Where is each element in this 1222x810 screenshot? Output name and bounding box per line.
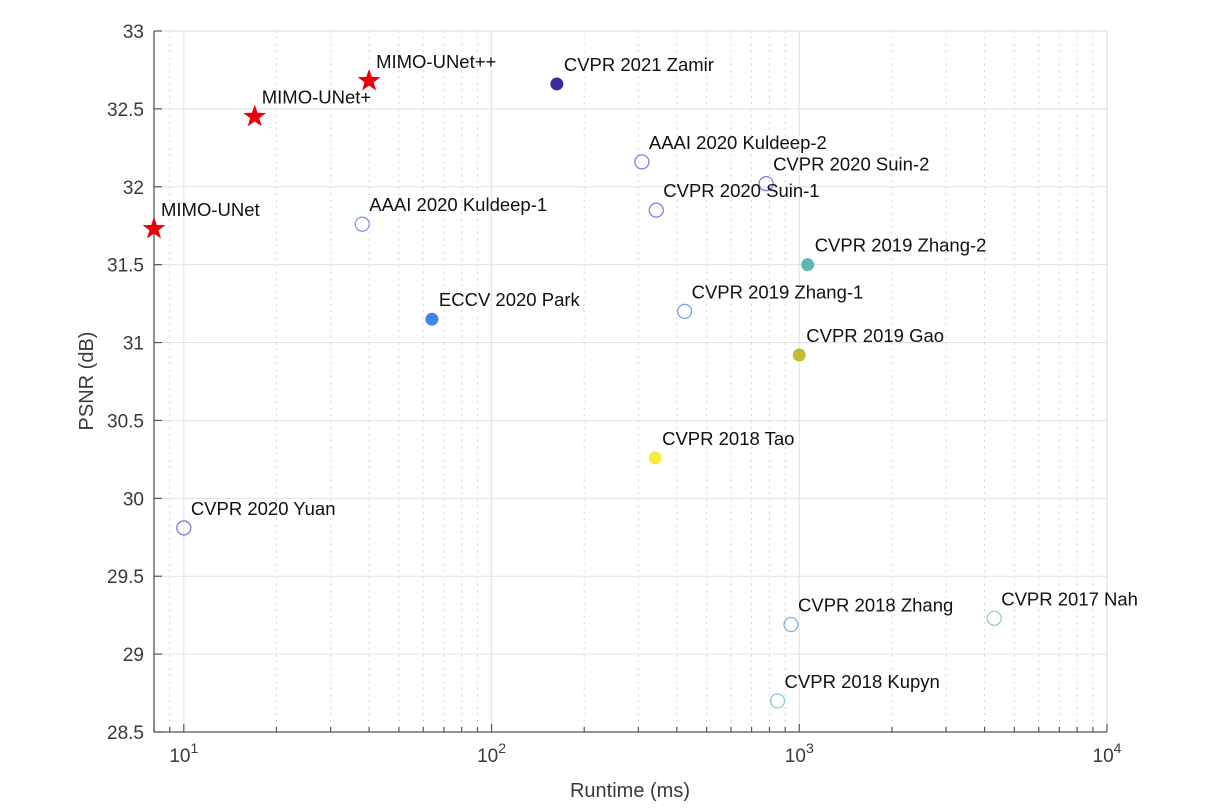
- point-label-mimo-unet: MIMO-UNet++: [376, 51, 496, 72]
- star-marker-mimo-unet: [357, 68, 381, 91]
- y-tick-label: 29: [123, 645, 144, 666]
- y-axis-title: PSNR (dB): [76, 332, 98, 431]
- filled-marker-cvpr-2019-zhang-2: [801, 258, 815, 272]
- open-marker-aaai-2020-kuldeep-2: [634, 154, 650, 170]
- x-tick-exponent: 3: [806, 740, 814, 756]
- filled-marker-eccv-2020-park: [425, 312, 439, 326]
- point-label-cvpr-2018-kupyn: CVPR 2018 Kupyn: [785, 671, 940, 692]
- x-tick-label: 103: [785, 740, 814, 767]
- filled-marker-cvpr-2018-tao: [648, 451, 662, 465]
- y-tick-label: 31.5: [107, 256, 144, 277]
- star-marker-mimo-unet: [243, 104, 267, 127]
- open-marker-aaai-2020-kuldeep-1: [354, 216, 370, 232]
- point-label-aaai-2020-kuldeep-1: AAAI 2020 Kuldeep-1: [369, 194, 547, 215]
- point-label-cvpr-2021-zamir: CVPR 2021 Zamir: [564, 54, 714, 75]
- point-label-cvpr-2018-tao: CVPR 2018 Tao: [662, 428, 794, 449]
- point-label-cvpr-2020-suin-2: CVPR 2020 Suin-2: [773, 154, 929, 175]
- x-tick-base: 10: [169, 746, 190, 767]
- y-tick-label: 30.5: [107, 411, 144, 432]
- point-label-eccv-2020-park: ECCV 2020 Park: [439, 289, 581, 310]
- y-tick-label: 28.5: [107, 723, 144, 744]
- x-axis-title: Runtime (ms): [570, 780, 690, 802]
- x-tick-base: 10: [477, 746, 498, 767]
- x-tick-base: 10: [1093, 746, 1114, 767]
- open-marker-cvpr-2019-zhang-1: [676, 303, 693, 320]
- point-label-cvpr-2019-zhang-1: CVPR 2019 Zhang-1: [692, 281, 864, 302]
- y-tick-label: 31: [123, 334, 144, 355]
- filled-marker-cvpr-2019-gao: [792, 348, 806, 362]
- open-marker-cvpr-2020-yuan: [176, 520, 192, 536]
- open-marker-cvpr-2020-suin-2: [758, 176, 774, 192]
- star-marker-mimo-unet: [142, 216, 166, 239]
- point-label-aaai-2020-kuldeep-2: AAAI 2020 Kuldeep-2: [649, 132, 827, 153]
- open-marker-cvpr-2018-kupyn: [769, 693, 786, 709]
- filled-marker-cvpr-2021-zamir: [550, 77, 564, 91]
- data-points: [142, 68, 1002, 709]
- point-label-cvpr-2018-zhang: CVPR 2018 Zhang: [798, 595, 953, 616]
- point-label-cvpr-2017-nah: CVPR 2017 Nah: [1001, 588, 1138, 609]
- y-tick-label: 33: [123, 22, 144, 43]
- grid: [153, 30, 1108, 733]
- point-labels: MIMO-UNet MIMO-UNet+MIMO-UNet++ CVPR 2021 …: [161, 51, 1138, 692]
- x-tick-exponent: 2: [498, 740, 506, 756]
- point-label-cvpr-2019-gao: CVPR 2019 Gao: [806, 325, 944, 346]
- point-label-cvpr-2019-zhang-2: CVPR 2019 Zhang-2: [815, 235, 987, 256]
- y-tick-label: 32: [123, 178, 144, 199]
- x-tick-exponent: 4: [1114, 740, 1122, 756]
- open-marker-cvpr-2020-suin-1: [648, 202, 664, 218]
- x-tick-base: 10: [785, 746, 806, 767]
- x-tick-label: 101: [169, 740, 198, 767]
- y-tick-label: 30: [123, 489, 144, 510]
- x-tick-label: 102: [477, 740, 506, 767]
- x-tick-exponent: 1: [190, 740, 198, 756]
- x-tick-label: 104: [1093, 740, 1122, 767]
- y-tick-label: 32.5: [107, 100, 144, 121]
- point-label-cvpr-2020-yuan: CVPR 2020 Yuan: [191, 498, 336, 519]
- open-marker-cvpr-2018-zhang: [783, 616, 799, 633]
- open-marker-cvpr-2017-nah: [986, 610, 1002, 626]
- point-label-mimo-unet: MIMO-UNet+: [262, 87, 371, 108]
- axes: [153, 30, 1108, 733]
- y-tick-label: 29.5: [107, 567, 144, 588]
- point-label-mimo-unet: MIMO-UNet: [161, 199, 260, 220]
- point-label-cvpr-2020-suin-1: CVPR 2020 Suin-1: [663, 180, 819, 201]
